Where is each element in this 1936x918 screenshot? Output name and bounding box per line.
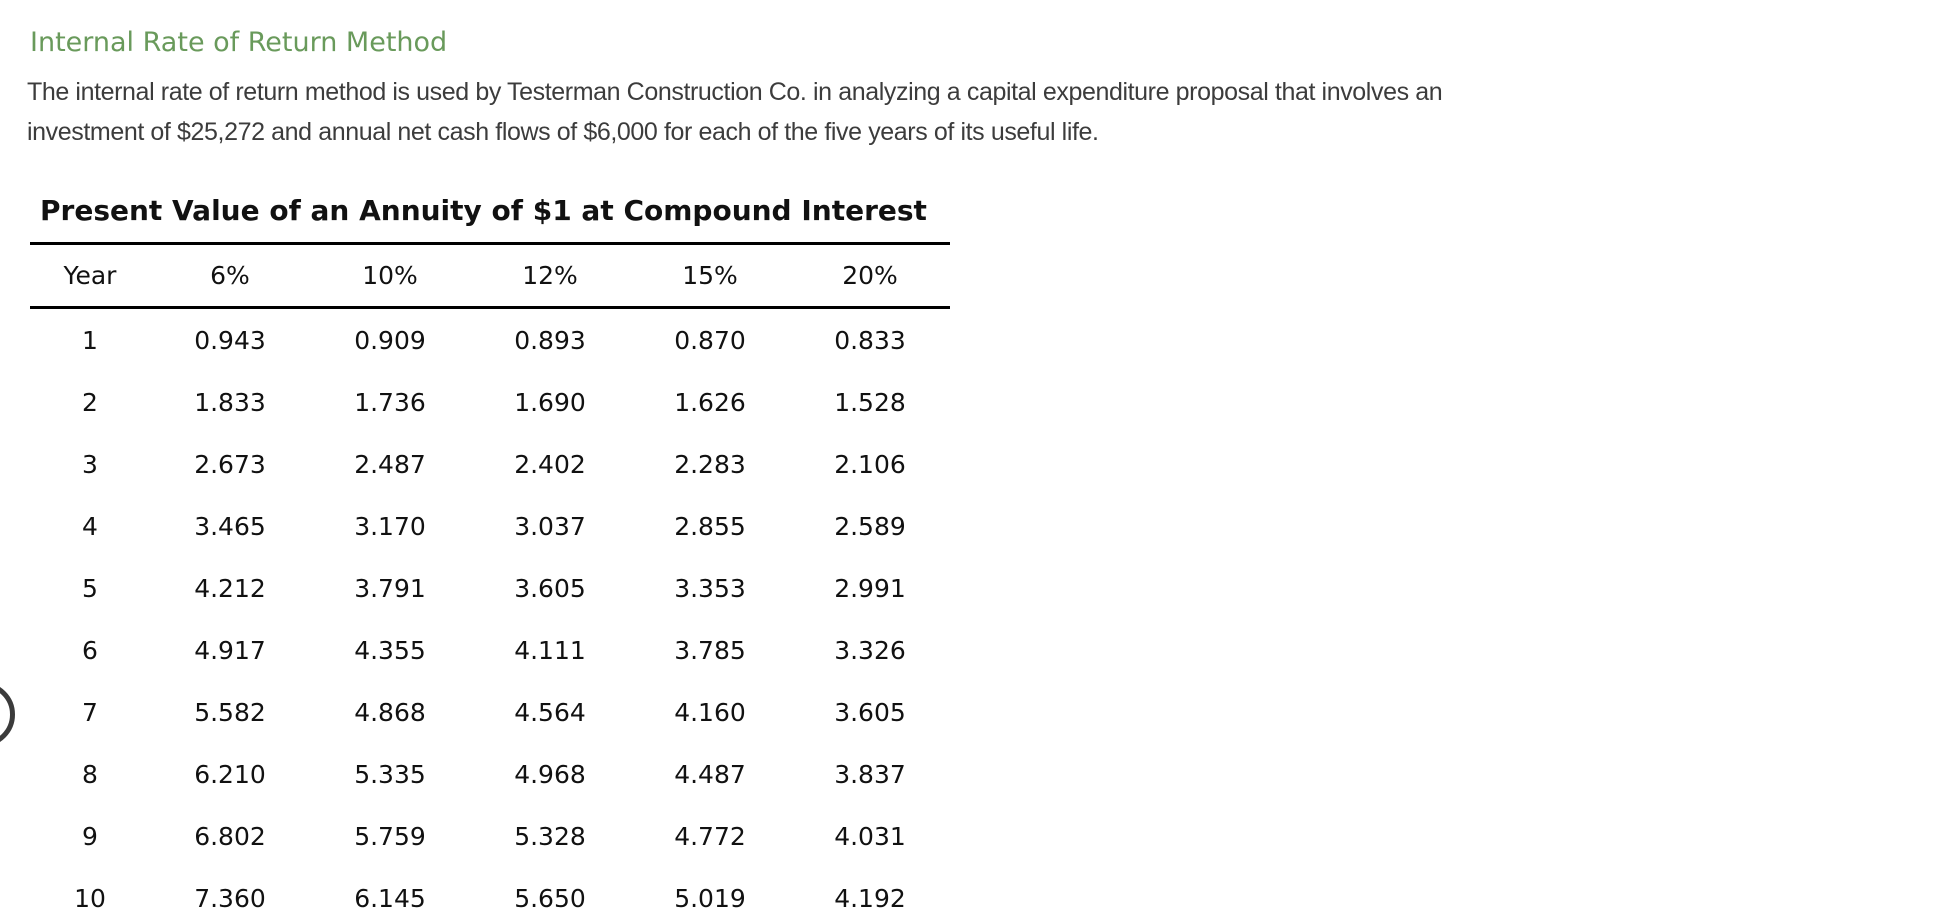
value-cell: 5.650 <box>514 883 586 913</box>
value-cell: 0.870 <box>674 325 746 355</box>
value-cell: 1.528 <box>834 387 906 417</box>
value-cell: 2.283 <box>674 449 746 479</box>
value-cell: 4.917 <box>194 635 266 665</box>
table-header-row: Year 6% 10% 12% 15% 20% <box>30 244 950 308</box>
table-header-cell: 12% <box>522 261 578 290</box>
year-cell: 7 <box>82 697 98 727</box>
value-cell: 4.160 <box>674 697 746 727</box>
value-cell: 1.833 <box>194 387 266 417</box>
year-cell: 5 <box>82 573 98 603</box>
value-cell: 3.326 <box>834 635 906 665</box>
table-row: 7 5.582 4.868 4.564 4.160 3.605 <box>30 681 950 743</box>
value-cell: 3.791 <box>354 573 426 603</box>
table-title: Present Value of an Annuity of $1 at Com… <box>40 194 927 227</box>
year-cell: 2 <box>82 387 98 417</box>
value-cell: 6.802 <box>194 821 266 851</box>
year-cell: 4 <box>82 511 98 541</box>
table-row: 5 4.212 3.791 3.605 3.353 2.991 <box>30 557 950 619</box>
year-cell: 10 <box>74 883 106 913</box>
value-cell: 2.402 <box>514 449 586 479</box>
value-cell: 2.991 <box>834 573 906 603</box>
value-cell: 4.192 <box>834 883 906 913</box>
table-header-cell: 6% <box>210 261 250 290</box>
table-header-cell: Year <box>63 261 117 290</box>
value-cell: 0.833 <box>834 325 906 355</box>
year-cell: 1 <box>82 325 98 355</box>
value-cell: 4.487 <box>674 759 746 789</box>
section-heading: Internal Rate of Return Method <box>30 27 448 59</box>
value-cell: 6.145 <box>354 883 426 913</box>
problem-statement-line-2: investment of $25,272 and annual net cas… <box>27 118 1099 146</box>
value-cell: 7.360 <box>194 883 266 913</box>
table-header-cell: 20% <box>842 261 898 290</box>
value-cell: 5.582 <box>194 697 266 727</box>
value-cell: 2.106 <box>834 449 906 479</box>
table-row: 6 4.917 4.355 4.111 3.785 3.326 <box>30 619 950 681</box>
value-cell: 4.212 <box>194 573 266 603</box>
value-cell: 3.037 <box>514 511 586 541</box>
problem-statement: The internal rate of return method is us… <box>27 72 1443 152</box>
value-cell: 0.943 <box>194 325 266 355</box>
value-cell: 3.837 <box>834 759 906 789</box>
value-cell: 4.031 <box>834 821 906 851</box>
value-cell: 5.759 <box>354 821 426 851</box>
annuity-table-body: 1 0.943 0.909 0.893 0.870 0.833 2 1.833 1.736 1.6… <box>30 308 950 918</box>
value-cell: 2.673 <box>194 449 266 479</box>
table-row: 1 0.943 0.909 0.893 0.870 0.833 <box>30 308 950 372</box>
value-cell: 4.564 <box>514 697 586 727</box>
table-row: 3 2.673 2.487 2.402 2.283 2.106 <box>30 433 950 495</box>
year-cell: 6 <box>82 635 98 665</box>
value-cell: 1.690 <box>514 387 586 417</box>
value-cell: 5.019 <box>674 883 746 913</box>
value-cell: 2.589 <box>834 511 906 541</box>
table-row: 4 3.465 3.170 3.037 2.855 2.589 <box>30 495 950 557</box>
value-cell: 1.626 <box>674 387 746 417</box>
problem-statement-line-1: The internal rate of return method is us… <box>27 78 1443 106</box>
table-row: 8 6.210 5.335 4.968 4.487 3.837 <box>30 743 950 805</box>
value-cell: 4.772 <box>674 821 746 851</box>
table-row: 9 6.802 5.759 5.328 4.772 4.031 <box>30 805 950 867</box>
table-row: 10 7.360 6.145 5.650 5.019 4.192 <box>30 867 950 918</box>
value-cell: 6.210 <box>194 759 266 789</box>
table-row: 2 1.833 1.736 1.690 1.626 1.528 <box>30 371 950 433</box>
value-cell: 2.487 <box>354 449 426 479</box>
value-cell: 0.893 <box>514 325 586 355</box>
value-cell: 2.855 <box>674 511 746 541</box>
value-cell: 5.328 <box>514 821 586 851</box>
value-cell: 4.355 <box>354 635 426 665</box>
value-cell: 4.968 <box>514 759 586 789</box>
year-cell: 3 <box>82 449 98 479</box>
value-cell: 0.909 <box>354 325 426 355</box>
annuity-table: Year 6% 10% 12% 15% 20% 1 0.943 0.909 0.893 0.870… <box>30 242 950 918</box>
value-cell: 4.868 <box>354 697 426 727</box>
value-cell: 3.170 <box>354 511 426 541</box>
annuity-table-header: Year 6% 10% 12% 15% 20% <box>30 244 950 308</box>
value-cell: 3.785 <box>674 635 746 665</box>
value-cell: 3.605 <box>514 573 586 603</box>
value-cell: 3.465 <box>194 511 266 541</box>
value-cell: 3.353 <box>674 573 746 603</box>
year-cell: 8 <box>82 759 98 789</box>
year-cell: 9 <box>82 821 98 851</box>
partial-circle-decoration <box>0 682 15 747</box>
table-header-cell: 15% <box>682 261 738 290</box>
value-cell: 1.736 <box>354 387 426 417</box>
value-cell: 4.111 <box>514 635 586 665</box>
value-cell: 3.605 <box>834 697 906 727</box>
value-cell: 5.335 <box>354 759 426 789</box>
table-header-cell: 10% <box>362 261 418 290</box>
